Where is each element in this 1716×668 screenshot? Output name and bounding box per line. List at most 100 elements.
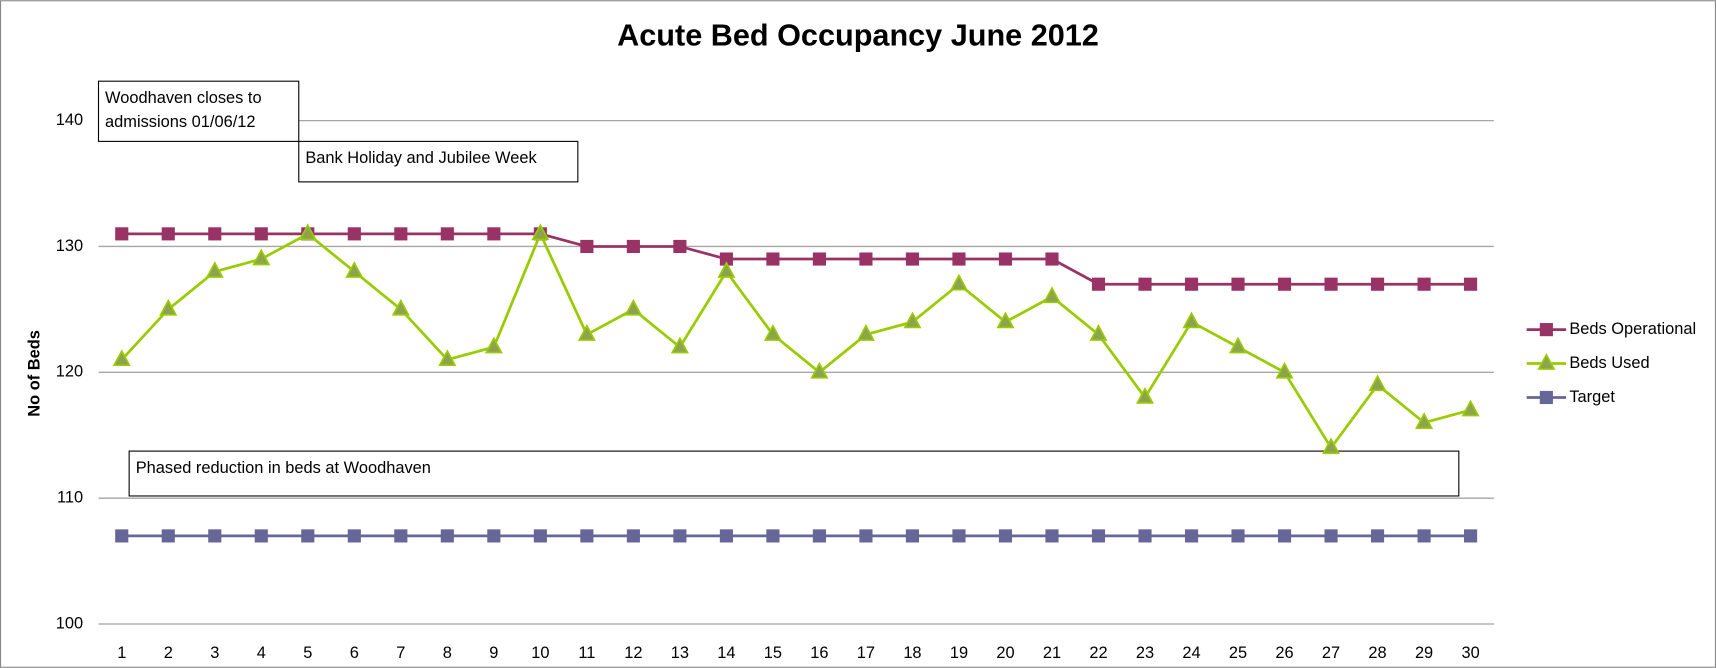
y-tick-label: 100 (56, 614, 83, 632)
data-point (347, 227, 361, 241)
legend-marker (1539, 390, 1553, 405)
data-point (580, 239, 594, 254)
data-point (719, 252, 733, 266)
data-point (1461, 399, 1480, 417)
x-tick-label: 5 (303, 644, 312, 662)
legend-marker (1539, 323, 1553, 337)
x-tick-label: 22 (1089, 644, 1107, 662)
x-tick-label: 3 (210, 644, 219, 662)
data-point (717, 261, 736, 278)
data-point (856, 324, 875, 341)
x-tick-label: 19 (950, 644, 968, 662)
data-point (1417, 277, 1431, 291)
x-tick-label: 26 (1275, 644, 1293, 662)
data-point (1182, 311, 1201, 329)
data-point (254, 227, 268, 241)
x-tick-label: 12 (624, 644, 642, 662)
x-tick-label: 2 (164, 644, 173, 662)
data-point (1138, 277, 1152, 291)
x-tick-label: 11 (578, 644, 595, 662)
data-point (161, 227, 175, 241)
data-point (670, 336, 689, 354)
data-point (998, 252, 1013, 266)
data-point (998, 529, 1013, 543)
data-point (531, 223, 550, 241)
data-point (1464, 277, 1478, 291)
data-point (1228, 336, 1248, 354)
data-point (347, 529, 361, 543)
x-tick-label: 30 (1461, 644, 1479, 662)
data-point (159, 298, 178, 316)
x-tick-label: 29 (1415, 644, 1433, 662)
annotation-box (128, 450, 1460, 497)
annotation-text: admissions 01/06/12 (105, 113, 255, 131)
x-tick-label: 10 (531, 644, 549, 662)
data-point (533, 529, 547, 543)
y-tick-label: 140 (56, 111, 83, 129)
data-point (252, 248, 271, 266)
x-tick-label: 21 (1043, 644, 1061, 662)
data-point (1184, 529, 1199, 543)
data-point (440, 529, 454, 543)
x-tick-label: 14 (717, 644, 735, 662)
legend-label: Beds Used (1569, 354, 1649, 372)
data-point (391, 298, 410, 316)
data-point (1324, 277, 1338, 291)
data-point (484, 336, 503, 354)
data-point (719, 529, 733, 543)
annotation-box (97, 80, 300, 142)
data-point (1231, 529, 1245, 543)
data-point (905, 252, 920, 266)
data-point (996, 311, 1015, 329)
annotation-text: Woodhaven closes to (105, 89, 262, 107)
data-point (1231, 277, 1245, 291)
data-point (810, 361, 829, 379)
data-point (1045, 529, 1059, 543)
data-point (1045, 252, 1059, 266)
data-point (205, 261, 224, 278)
data-point (208, 529, 222, 543)
data-point (487, 227, 501, 241)
x-tick-label: 27 (1322, 644, 1340, 662)
legend-marker (1537, 353, 1556, 370)
data-point (949, 273, 968, 291)
data-point (859, 252, 873, 266)
x-tick-label: 24 (1182, 644, 1200, 662)
x-tick-label: 16 (810, 644, 828, 662)
data-point (298, 223, 317, 241)
y-tick-label: 120 (56, 363, 83, 381)
data-point (208, 227, 222, 241)
x-tick-label: 17 (857, 644, 875, 662)
x-tick-label: 18 (903, 644, 921, 662)
y-tick-label: 110 (57, 488, 83, 506)
data-point (812, 252, 826, 266)
data-point (577, 324, 596, 341)
data-point (1324, 529, 1338, 543)
data-point (345, 261, 364, 278)
data-point (1089, 324, 1108, 341)
data-point (812, 529, 826, 543)
x-tick-label: 9 (489, 644, 498, 662)
data-point (1184, 277, 1199, 291)
y-tick-label: 130 (56, 237, 83, 255)
data-point (905, 529, 920, 543)
data-point (1417, 529, 1431, 543)
data-point (624, 298, 643, 316)
data-point (1322, 437, 1341, 455)
data-point (1042, 286, 1062, 304)
data-point (1368, 374, 1387, 392)
annotation-text: Phased reduction in beds at Woodhaven (136, 459, 431, 477)
data-point (673, 529, 687, 543)
data-point (1464, 529, 1478, 543)
data-point (1138, 529, 1152, 543)
data-point (1277, 529, 1292, 543)
data-point (1135, 386, 1155, 404)
x-tick-label: 6 (350, 644, 359, 662)
data-point (487, 529, 501, 543)
data-point (626, 239, 640, 254)
data-point (763, 324, 782, 341)
x-tick-label: 20 (996, 644, 1014, 662)
y-axis-label: No of Beds (25, 330, 43, 417)
annotation-box (298, 140, 579, 183)
